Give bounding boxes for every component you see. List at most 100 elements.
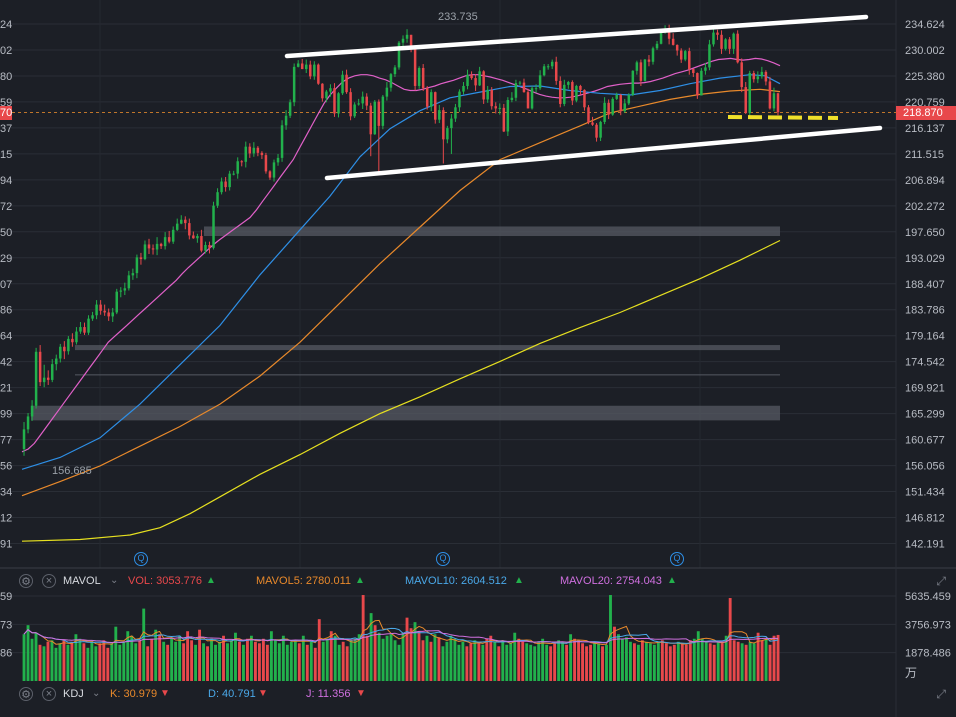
candle [534, 88, 538, 90]
candle [333, 88, 336, 114]
volume-bar [373, 625, 377, 681]
volume-unit-label: 万 [905, 666, 918, 680]
volume-bar [429, 641, 433, 681]
volume-bar [461, 641, 465, 681]
candle [252, 147, 256, 154]
indicator-name[interactable]: KDJ [63, 688, 84, 700]
candle [538, 75, 542, 89]
volume-axis-label: 3756.973 [905, 619, 951, 631]
volume-bar [377, 632, 381, 681]
candle [647, 59, 651, 62]
volume-bar [26, 625, 30, 681]
candle [756, 76, 760, 80]
price-axis-label: 156.056 [905, 461, 945, 473]
ma-line-blue [21, 74, 781, 470]
candle [506, 100, 510, 132]
candle [123, 288, 127, 291]
close-icon[interactable]: × [42, 574, 56, 588]
indicator-name[interactable]: MAVOL [63, 575, 101, 587]
candle [611, 98, 614, 115]
candle [119, 290, 123, 292]
candle [595, 124, 598, 138]
volume-bar [597, 643, 600, 681]
current-price-left-label: 70 [0, 107, 13, 119]
candle [619, 94, 622, 112]
volume-bar [477, 641, 481, 681]
candle [615, 94, 618, 99]
price-axis-left-label: 77 [0, 435, 12, 447]
volume-bar [672, 644, 676, 681]
volume-bar [489, 635, 493, 681]
candle [474, 78, 477, 86]
volume-axis-left-label: 73 [0, 619, 12, 631]
candle [417, 67, 421, 86]
volume-bar [265, 644, 269, 681]
candle [599, 121, 602, 138]
expand-icon[interactable]: ⤢ [936, 574, 946, 588]
candle [337, 93, 340, 114]
event-marker-icon[interactable]: Q [436, 552, 450, 566]
candle [744, 87, 747, 113]
volume-bar [421, 640, 425, 681]
candle [518, 82, 522, 84]
candle [188, 223, 191, 236]
volume-bar [385, 635, 389, 681]
volume-bar [222, 635, 225, 681]
candle [425, 88, 429, 107]
volume-bar [242, 644, 245, 681]
volume-bar [453, 638, 457, 681]
candle [329, 88, 332, 92]
candle [442, 110, 445, 140]
candle [46, 377, 50, 380]
volume-bar [277, 643, 281, 681]
volume-bar [110, 643, 114, 681]
candle [180, 219, 183, 224]
event-marker-icon[interactable]: Q [670, 552, 684, 566]
event-marker-icon[interactable]: Q [134, 552, 148, 566]
volume-bar [545, 644, 549, 681]
candle [63, 346, 66, 352]
candle [490, 89, 493, 107]
expand-icon[interactable]: ⤢ [936, 687, 946, 701]
price-axis-label: 179.164 [905, 331, 945, 343]
settings-icon[interactable]: ⚙ [19, 574, 33, 588]
volume-bar [517, 638, 521, 681]
price-axis-left-label: 50 [0, 227, 12, 239]
chevron-down-icon[interactable]: ⌄ [92, 688, 101, 699]
volume-bar [353, 638, 357, 681]
volume-bar [640, 640, 644, 681]
volume-axis-label: 1878.486 [905, 648, 951, 660]
settings-icon[interactable]: ⚙ [19, 687, 33, 701]
up-arrow-icon: ▲ [206, 575, 216, 586]
candle [87, 318, 90, 333]
candle [389, 74, 393, 88]
volume-bar [305, 644, 309, 681]
volume-bar [712, 644, 716, 681]
k-value: K: 30.979 [110, 688, 158, 700]
candle [248, 146, 252, 154]
price-axis-left-label: 34 [0, 487, 12, 499]
candle [317, 64, 320, 84]
volume-bar [573, 638, 577, 681]
volume-bar [337, 644, 341, 681]
support-zone [75, 345, 780, 351]
candle [135, 257, 139, 274]
candle [300, 63, 304, 70]
chevron-down-icon[interactable]: ⌄ [110, 575, 119, 586]
candle [486, 89, 489, 100]
volume-bar [190, 640, 194, 681]
price-axis-left-label: 72 [0, 201, 12, 213]
volume-bar [194, 644, 198, 681]
candle [196, 236, 199, 239]
candle [224, 181, 227, 188]
candle [42, 377, 46, 383]
candle [700, 70, 703, 96]
volume-bar [716, 641, 720, 681]
volume-bar [333, 635, 337, 681]
volume-bar [226, 643, 229, 681]
volume-bar [90, 641, 94, 681]
close-icon[interactable]: × [42, 687, 56, 701]
candle [296, 63, 300, 67]
candle [151, 248, 155, 250]
